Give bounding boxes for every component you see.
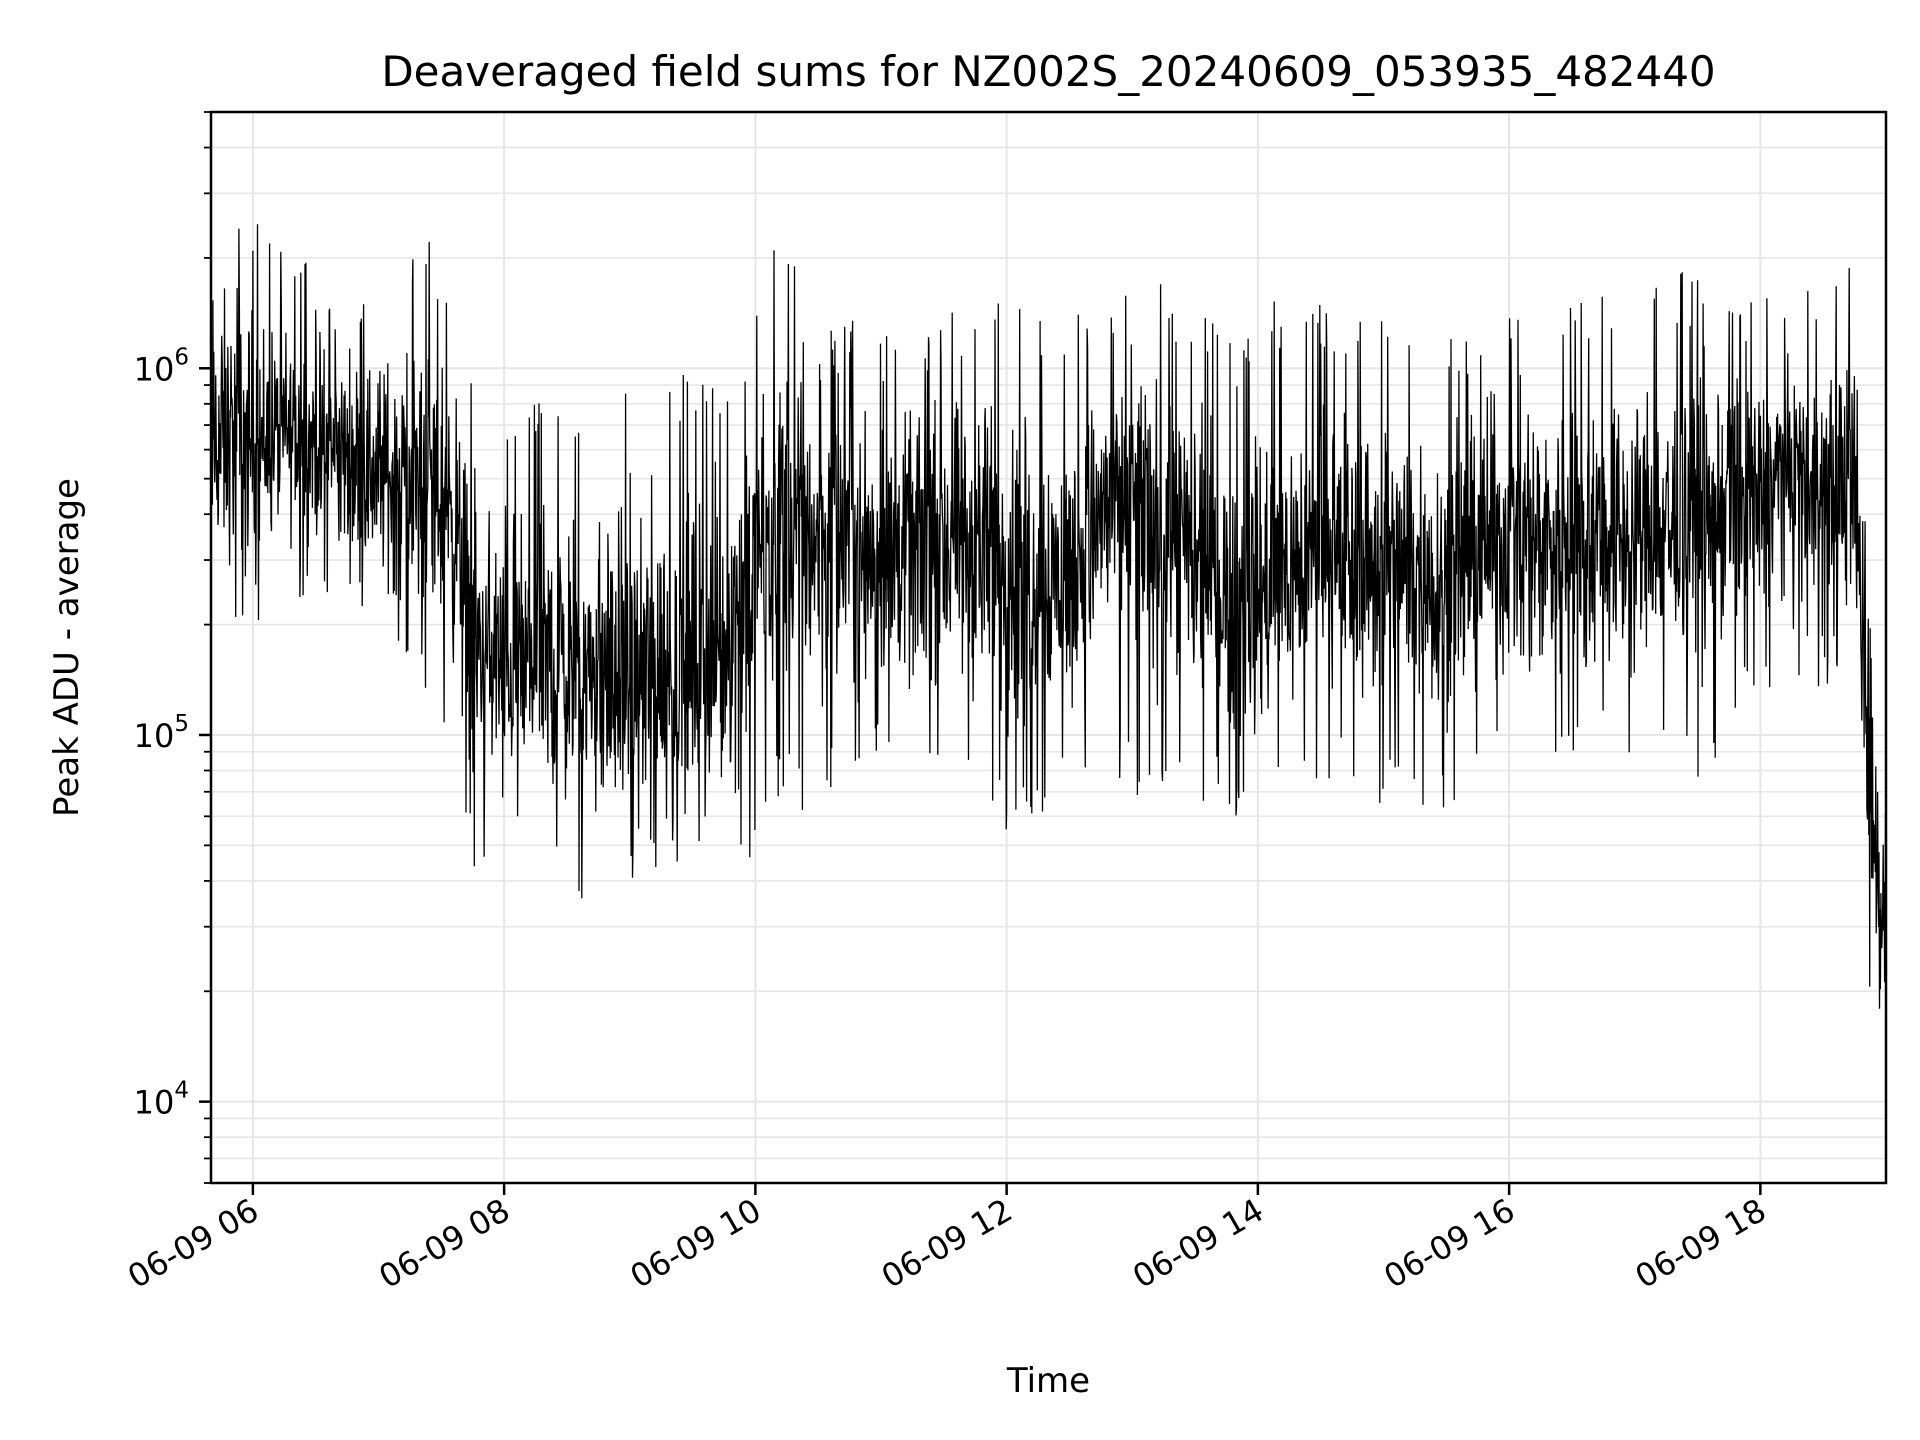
series-line — [210, 224, 1887, 1009]
y-tick-exponent: 5 — [174, 711, 189, 737]
y-axis-label: Peak ADU - average — [47, 478, 87, 817]
y-tick-label: 104 — [134, 1078, 189, 1122]
y-tick-label: 106 — [134, 344, 189, 388]
y-tick-label: 105 — [134, 711, 189, 755]
chart-title: Deaveraged field sums for NZ002S_2024060… — [381, 47, 1715, 96]
y-tick-base: 10 — [134, 1084, 175, 1122]
data-series — [210, 224, 1887, 1009]
y-tick-base: 10 — [134, 717, 175, 755]
y-tick-base: 10 — [134, 350, 175, 388]
y-tick-exponent: 6 — [174, 344, 189, 370]
y-tick-exponent: 4 — [174, 1078, 189, 1104]
x-axis-label: Time — [1006, 1361, 1090, 1401]
plot-frame — [209, 110, 1888, 1185]
